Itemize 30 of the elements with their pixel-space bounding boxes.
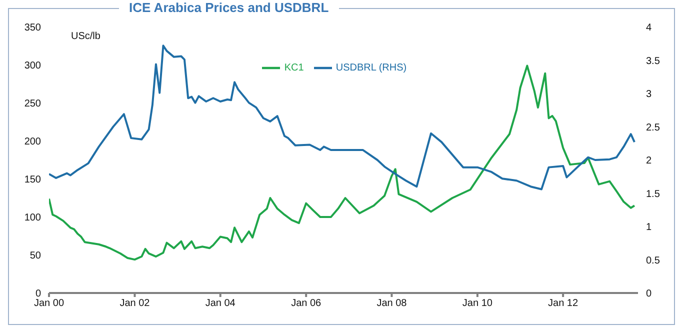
y2-tick-label: 0.5 xyxy=(646,255,660,266)
y2-tick-label: 0 xyxy=(646,288,652,300)
line-series xyxy=(49,44,636,190)
y2-tick-label: 2 xyxy=(646,156,652,167)
y-tick-label: 0 xyxy=(35,288,42,300)
y2-tick-label: 3 xyxy=(646,89,652,100)
y2-tick-label: 2.5 xyxy=(646,122,660,134)
x-tick-label: Jan 00 xyxy=(34,298,64,310)
y-tick-label: 100 xyxy=(24,212,42,224)
line-series xyxy=(49,64,636,261)
x-tick-label: Jan 04 xyxy=(205,298,236,310)
y2-tick-label: 1.5 xyxy=(646,188,660,200)
y-tick-label: 150 xyxy=(24,174,42,186)
x-tick-label: Jan 02 xyxy=(120,298,150,310)
x-tick-label: Jan 10 xyxy=(462,298,493,310)
y-tick-label: 250 xyxy=(24,98,42,110)
chart-title: ICE Arabica Prices and USDBRL xyxy=(119,0,339,15)
x-tick-label: Jan 08 xyxy=(376,298,408,310)
y-tick-label: 300 xyxy=(24,60,42,72)
y-tick-label: 200 xyxy=(24,136,42,148)
legend-label: USDBRL (RHS) xyxy=(336,62,407,74)
legend-label: KC1 xyxy=(284,62,304,74)
y2-tick-label: 3.5 xyxy=(646,56,660,67)
y2-tick-label: 4 xyxy=(646,22,652,34)
y2-tick-label: 1 xyxy=(646,222,652,234)
y-axis-title: USc/lb xyxy=(71,31,100,42)
y-tick-label: 350 xyxy=(24,22,42,34)
x-tick-label: Jan 06 xyxy=(291,298,322,310)
y-tick-label: 50 xyxy=(30,250,42,262)
x-tick-label: Jan 12 xyxy=(548,298,579,310)
